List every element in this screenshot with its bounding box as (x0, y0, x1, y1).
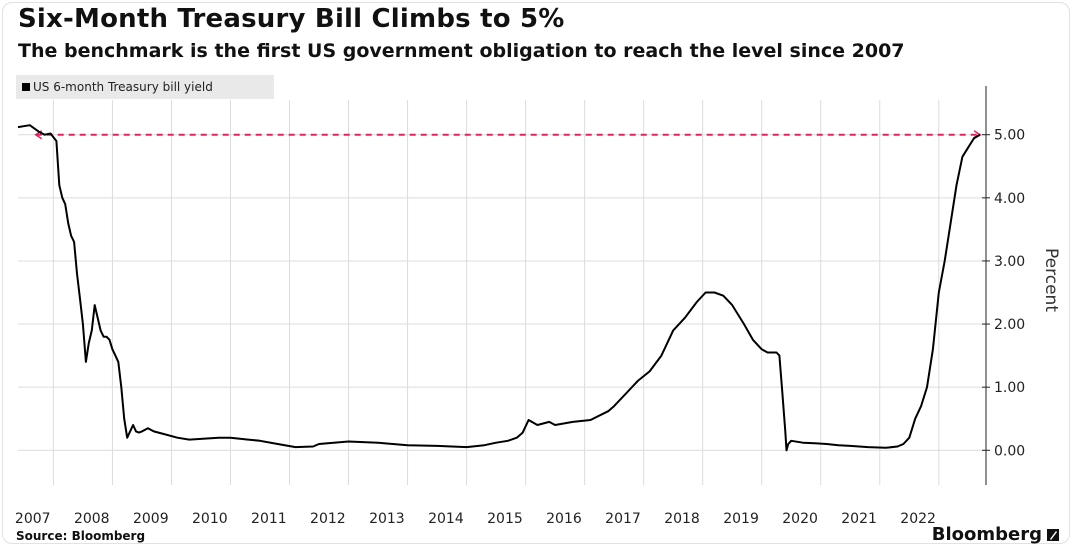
x-tick-label: 2021 (841, 511, 877, 527)
y-tick-label: 2.00 (994, 317, 1025, 333)
legend-label: US 6-month Treasury bill yield (33, 80, 213, 94)
x-tick-label: 2019 (723, 511, 759, 527)
x-tick-label: 2016 (546, 511, 582, 527)
y-tick-label: 0.00 (994, 443, 1025, 459)
source-note: Source: Bloomberg (16, 529, 146, 543)
series-line-0 (17, 124, 981, 452)
x-tick-label: 2010 (192, 511, 228, 527)
brand-label: Bloomberg (931, 524, 1042, 545)
x-tick-label: 2008 (74, 511, 110, 527)
x-tick-label: 2022 (900, 511, 936, 527)
x-tick-label: 2015 (487, 511, 523, 527)
x-tick-label: 2007 (15, 511, 51, 527)
chart-subtitle: The benchmark is the first US government… (18, 40, 905, 62)
x-tick-label: 2018 (664, 511, 700, 527)
x-tick-label: 2009 (133, 511, 169, 527)
chart-title: Six-Month Treasury Bill Climbs to 5% (18, 4, 565, 34)
y-axis-label: Percent (1041, 248, 1061, 312)
y-tick-label: 5.00 (994, 128, 1025, 144)
x-tick-label: 2014 (428, 511, 464, 527)
legend: US 6-month Treasury bill yield (16, 75, 274, 99)
legend-swatch (22, 83, 30, 91)
x-tick-label: 2020 (782, 511, 818, 527)
x-tick-label: 2017 (605, 511, 641, 527)
bloomberg-mark-icon (1047, 528, 1059, 541)
y-tick-label: 1.00 (994, 380, 1025, 396)
y-tick-label: 4.00 (994, 191, 1025, 207)
brand-logo: Bloomberg (932, 524, 1060, 545)
y-tick-label: 3.00 (994, 254, 1025, 270)
x-tick-label: 2011 (251, 511, 287, 527)
x-tick-label: 2012 (310, 511, 346, 527)
x-tick-label: 2013 (369, 511, 405, 527)
